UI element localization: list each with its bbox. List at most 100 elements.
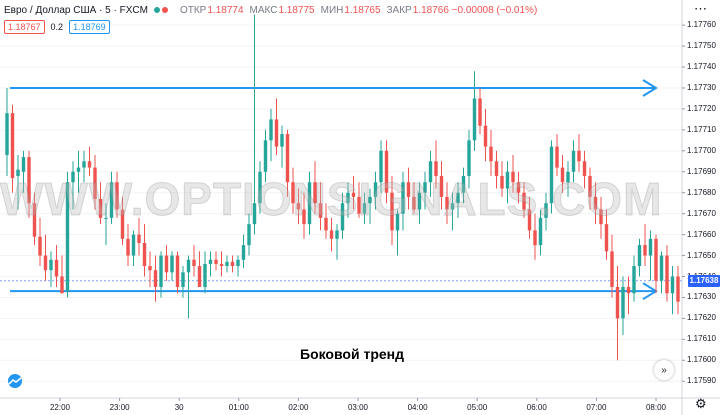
candle-body bbox=[527, 209, 532, 231]
time-tick-label: 03:00 bbox=[347, 403, 369, 412]
tradingview-logo-icon[interactable] bbox=[6, 374, 24, 388]
candle-body bbox=[582, 161, 587, 176]
candle-body bbox=[192, 259, 196, 267]
price-tick-label: 1.17670 bbox=[687, 208, 716, 218]
sideways-trend-label: Боковой тренд bbox=[300, 346, 404, 362]
candle-body bbox=[632, 266, 636, 294]
candle-body bbox=[313, 182, 317, 204]
candle-body bbox=[511, 171, 515, 183]
candle-body bbox=[593, 196, 598, 210]
candle-body bbox=[153, 270, 158, 287]
price-tick-label: 1.17630 bbox=[687, 292, 716, 302]
price-tick-label: 1.17740 bbox=[687, 62, 716, 72]
candle-body bbox=[280, 134, 284, 147]
candle-body bbox=[456, 192, 460, 204]
spread-value: 0.2 bbox=[50, 22, 64, 32]
candle-body bbox=[571, 150, 576, 172]
candle-body bbox=[175, 255, 180, 287]
scroll-right-button[interactable]: » bbox=[654, 360, 674, 380]
candle-body bbox=[516, 182, 521, 193]
candle-body bbox=[93, 167, 97, 199]
candle-body bbox=[318, 203, 323, 218]
candle-body bbox=[82, 161, 86, 168]
price-tick-label: 1.17760 bbox=[687, 20, 716, 30]
price-tick-label: 1.17720 bbox=[687, 103, 716, 113]
candle-body bbox=[131, 234, 136, 256]
price-tick-label: 1.17620 bbox=[687, 313, 716, 323]
candle-body bbox=[566, 171, 570, 183]
candle-body bbox=[428, 161, 433, 183]
candle-body bbox=[621, 286, 625, 319]
candle-body bbox=[610, 251, 614, 287]
candle-body bbox=[467, 140, 471, 176]
candle-body bbox=[335, 230, 339, 239]
candle-body bbox=[170, 255, 174, 273]
price-tick-label: 1.17680 bbox=[687, 187, 716, 197]
candle-body bbox=[362, 203, 367, 214]
candle-body bbox=[104, 217, 108, 219]
candle-body bbox=[142, 242, 147, 267]
candle-body bbox=[285, 134, 290, 183]
high-stat: МАКС1.18775 bbox=[249, 4, 315, 16]
candle-body bbox=[538, 217, 543, 246]
candle-body bbox=[412, 196, 416, 210]
gear-icon[interactable]: ⚙ bbox=[695, 396, 707, 411]
candle-body bbox=[49, 259, 53, 271]
candle-body bbox=[230, 261, 235, 267]
candle-body bbox=[247, 224, 251, 246]
time-tick-label: 01:00 bbox=[228, 403, 249, 412]
candle-body bbox=[599, 209, 603, 225]
candle-body bbox=[500, 175, 504, 189]
candle-body bbox=[549, 146, 554, 204]
candle-body bbox=[390, 192, 394, 231]
candle-body bbox=[252, 203, 257, 225]
ellipsis-icon[interactable]: ⋯ bbox=[694, 1, 707, 16]
candle-body bbox=[21, 157, 26, 172]
candle-body bbox=[186, 259, 191, 273]
candle-body bbox=[38, 236, 42, 256]
time-tick-label: 07:00 bbox=[586, 403, 607, 412]
candle-body bbox=[16, 169, 20, 176]
candle-body bbox=[395, 213, 400, 231]
time-tick-label: 23:00 bbox=[109, 403, 130, 412]
candle-body bbox=[494, 161, 499, 176]
candles-layer bbox=[5, 14, 680, 361]
price-tick-label: 1.17710 bbox=[687, 124, 716, 134]
candle-body bbox=[461, 175, 466, 193]
price-tick-label: 1.17650 bbox=[687, 250, 716, 260]
time-tick-label: 05:00 bbox=[467, 403, 488, 412]
candle-body bbox=[76, 167, 81, 172]
candle-body bbox=[71, 171, 75, 183]
candle-body bbox=[379, 150, 383, 183]
candle-body bbox=[483, 125, 488, 147]
candle-body bbox=[676, 276, 680, 302]
horizontal-lines bbox=[0, 79, 682, 301]
time-tick-label: 30 bbox=[174, 403, 184, 412]
candle-body bbox=[384, 150, 389, 193]
candle-body bbox=[197, 266, 202, 287]
price-tick-label: 1.17600 bbox=[687, 355, 716, 365]
buy-price-box[interactable]: 1.18769 bbox=[69, 20, 110, 34]
market-status-icon bbox=[153, 7, 160, 13]
candle-body bbox=[241, 245, 246, 260]
candle-body bbox=[637, 245, 642, 267]
candle-body bbox=[544, 203, 548, 218]
candle-body bbox=[10, 113, 15, 179]
candle-body bbox=[98, 199, 103, 218]
candle-body bbox=[214, 259, 218, 264]
price-tick-label: 1.17590 bbox=[687, 376, 716, 386]
symbol-title[interactable]: Евро / Доллар США · 5 · FXCM bbox=[4, 4, 148, 16]
price-tick-label: 1.17660 bbox=[687, 229, 716, 239]
candle-body bbox=[654, 238, 658, 281]
candle-body bbox=[269, 119, 273, 141]
candle-body bbox=[340, 203, 345, 231]
candle-body bbox=[164, 255, 169, 273]
candle-body bbox=[670, 276, 675, 294]
candle-body bbox=[115, 182, 119, 210]
candle-body bbox=[588, 175, 592, 197]
close-stat: ЗАКР1.18766 −0.00008 (−0.01%) bbox=[386, 4, 538, 16]
candle-body bbox=[439, 175, 444, 197]
sell-price-box[interactable]: 1.18767 bbox=[4, 20, 45, 34]
candle-body bbox=[489, 146, 493, 162]
